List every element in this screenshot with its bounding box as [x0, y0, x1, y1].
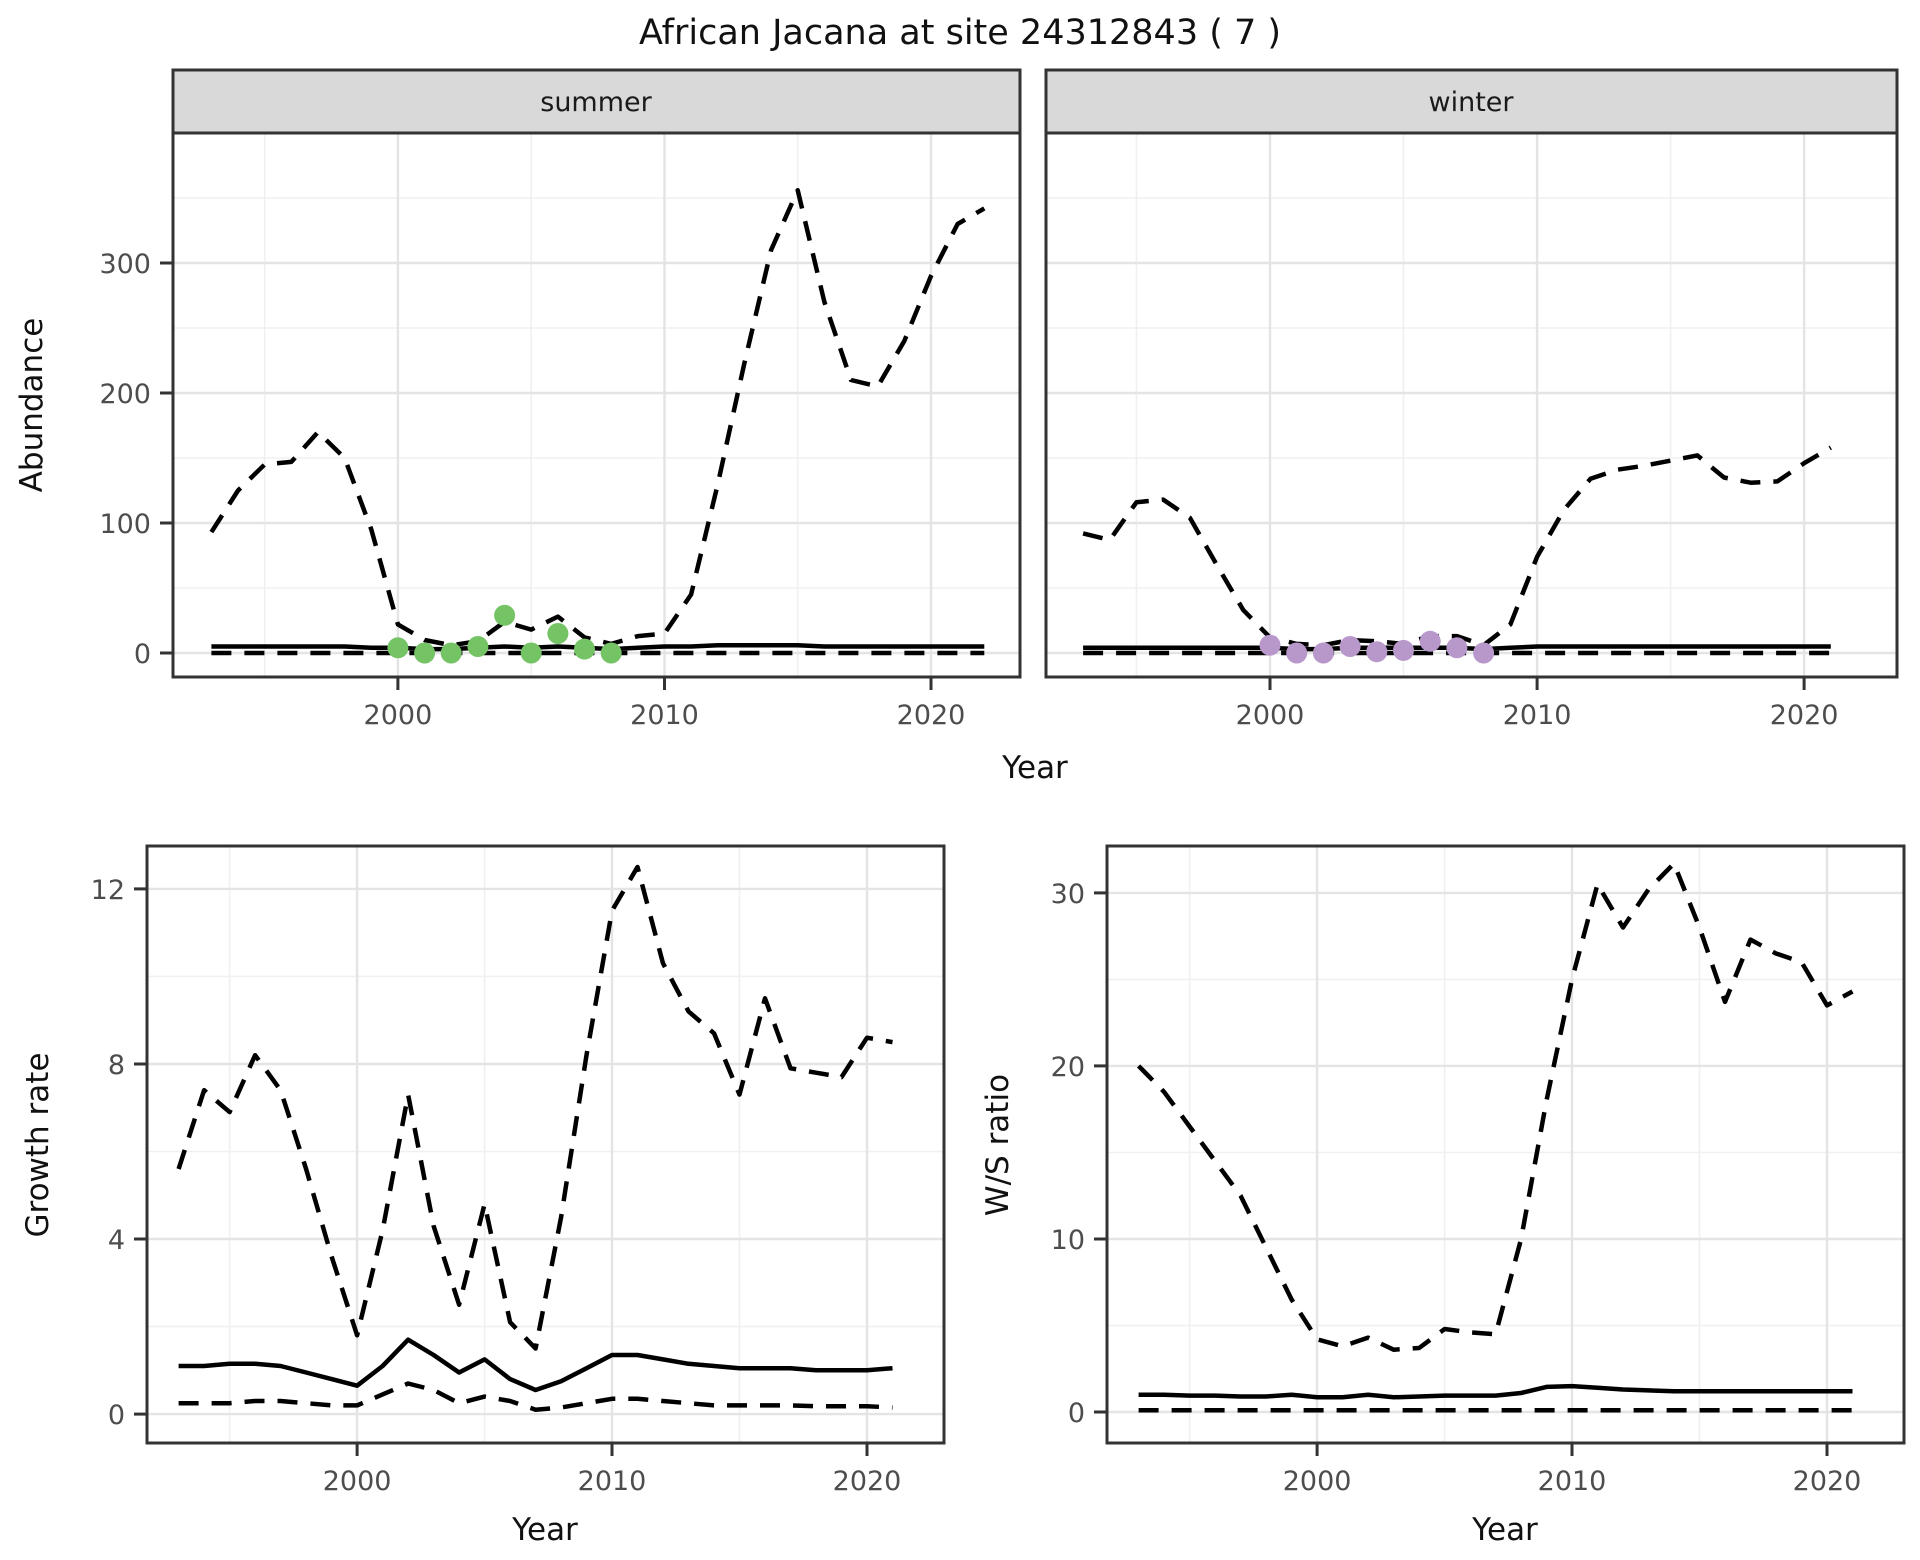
x-axis-tick-label: 2020: [1793, 1466, 1862, 1497]
y-axis-tick-label: 4: [108, 1225, 125, 1256]
ws_ratio-median-line: [1138, 1383, 1853, 1400]
ws_ratio-panel-bg: [1107, 846, 1904, 1443]
x-axis-tick-label: 2010: [1503, 700, 1572, 731]
y-axis-tick-label: 300: [99, 249, 151, 280]
abundance_summer-panel-bg: [173, 133, 1020, 677]
abundance_summer-data-point: [387, 637, 409, 659]
abundance_summer-median-line: [211, 642, 985, 652]
x-axis-tick-label: 2020: [897, 700, 966, 731]
abundance_summer-data-point: [414, 642, 436, 664]
x-axis-tick-label: 2010: [630, 700, 699, 731]
x-axis-tick-label: 2010: [1538, 1466, 1607, 1497]
abundance_winter-data-point: [1312, 642, 1334, 664]
y-axis-tick-label: 10: [1051, 1225, 1085, 1256]
x-axis-title-year-growth: Year: [511, 1512, 578, 1548]
abundance_summer-data-point: [574, 638, 595, 660]
growth_rate-lower_ci-line: [178, 1381, 893, 1412]
x-axis-tick-label: 2000: [1236, 700, 1305, 731]
abundance_winter-upper_ci-line: [1082, 445, 1832, 648]
growth_rate-upper_ci-line: [176, 864, 893, 1351]
ws_ratio-upper_ci-line: [1136, 861, 1854, 1352]
abundance_winter-data-point: [1259, 634, 1281, 656]
x-axis-tick-label: 2020: [1770, 700, 1839, 731]
abundance_summer-panel-border: [171, 131, 1022, 679]
facet-strip-summer-label: summer: [540, 87, 652, 118]
growth_rate-median-line: [178, 1337, 893, 1393]
facet-strip-winter-bg: [1044, 68, 1899, 135]
y-axis-tick-label: 200: [99, 379, 151, 410]
x-axis-title-year-ratio: Year: [1471, 1512, 1538, 1548]
y-axis-tick-label: 12: [91, 875, 125, 906]
y-axis-tick-label: 20: [1051, 1052, 1085, 1083]
y-axis-tick-label: 8: [108, 1050, 125, 1081]
abundance_winter-data-point: [1419, 630, 1441, 652]
abundance_winter-panel-bg: [1046, 133, 1897, 677]
x-axis-tick-label: 2000: [323, 1466, 392, 1497]
y-axis-title-ws-ratio: W/S ratio: [980, 1074, 1016, 1216]
y-axis-tick-label: 30: [1051, 879, 1085, 910]
x-axis-tick-label: 2000: [364, 700, 433, 731]
x-axis-tick-label: 2000: [1283, 1466, 1352, 1497]
x-axis-tick-label: 2020: [833, 1466, 902, 1497]
abundance_summer-data-point: [440, 642, 462, 664]
y-axis-tick-label: 0: [134, 639, 151, 670]
abundance_summer-data-point: [520, 642, 542, 664]
abundance_summer-data-point: [467, 636, 489, 657]
x-axis-title-year-top: Year: [1001, 750, 1068, 786]
panel-abundance-winter: 2000 2010 2020: [1044, 131, 1899, 731]
facet-strip-winter: winter: [1044, 68, 1899, 135]
y-axis-tick-label: 100: [99, 509, 151, 540]
x-axis-tick-label: 2010: [578, 1466, 647, 1497]
growth_rate-panel-border: [145, 844, 946, 1445]
facet-strip-summer: summer: [171, 68, 1022, 135]
abundance_summer-data-point: [547, 623, 569, 644]
facet-strip-winter-label: winter: [1429, 87, 1515, 118]
y-axis-title-abundance: Abundance: [14, 318, 50, 493]
ws_ratio-panel-border: [1105, 844, 1906, 1445]
abundance_summer-data-point: [494, 604, 516, 626]
abundance_summer-upper_ci-line: [209, 187, 986, 648]
y-axis-tick-label: 0: [108, 1400, 125, 1431]
abundance_winter-data-point: [1393, 639, 1414, 661]
panel-growth-rate: 2000 2010 2020 0 4 8 12: [91, 844, 946, 1497]
abundance_winter-panel-border: [1044, 131, 1899, 679]
growth_rate-panel-bg: [147, 846, 944, 1443]
abundance_winter-data-point: [1446, 637, 1468, 659]
abundance_summer-data-point: [600, 642, 622, 664]
figure-title: African Jacana at site 24312843 ( 7 ): [639, 13, 1281, 53]
abundance_winter-data-point: [1366, 641, 1388, 663]
panel-ws-ratio: 2000 2010 2020 0 10 20 30: [1051, 844, 1906, 1497]
panel-abundance-summer: 2000 2010 2020 0 100 200 300: [99, 131, 1022, 731]
facet-strip-summer-bg: [171, 68, 1022, 135]
y-axis-title-growth-rate: Growth rate: [20, 1052, 56, 1237]
y-axis-tick-label: 0: [1068, 1398, 1085, 1429]
abundance_winter-data-point: [1339, 636, 1361, 657]
abundance_winter-data-point: [1473, 642, 1495, 664]
abundance_winter-data-point: [1286, 642, 1308, 664]
